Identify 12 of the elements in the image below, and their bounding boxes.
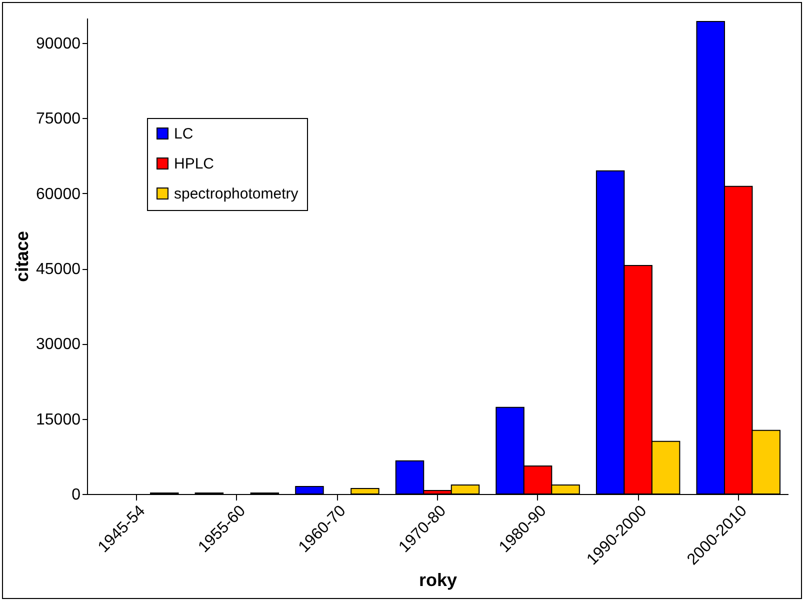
- y-axis-title: citace: [12, 230, 32, 282]
- legend-label: spectrophotometry: [174, 186, 299, 202]
- y-tick-label: 60000: [36, 186, 81, 203]
- y-tick-label: 15000: [36, 411, 81, 428]
- y-tick-label: 0: [72, 486, 81, 504]
- legend-label: LC: [174, 126, 194, 142]
- legend-label: HPLC: [174, 156, 214, 172]
- y-tick-label: 30000: [36, 336, 81, 354]
- y-tick-label: 90000: [36, 36, 81, 53]
- y-tick-label: 75000: [36, 110, 81, 128]
- y-tick-label: 45000: [36, 261, 81, 278]
- x-axis-title: roky: [418, 570, 458, 590]
